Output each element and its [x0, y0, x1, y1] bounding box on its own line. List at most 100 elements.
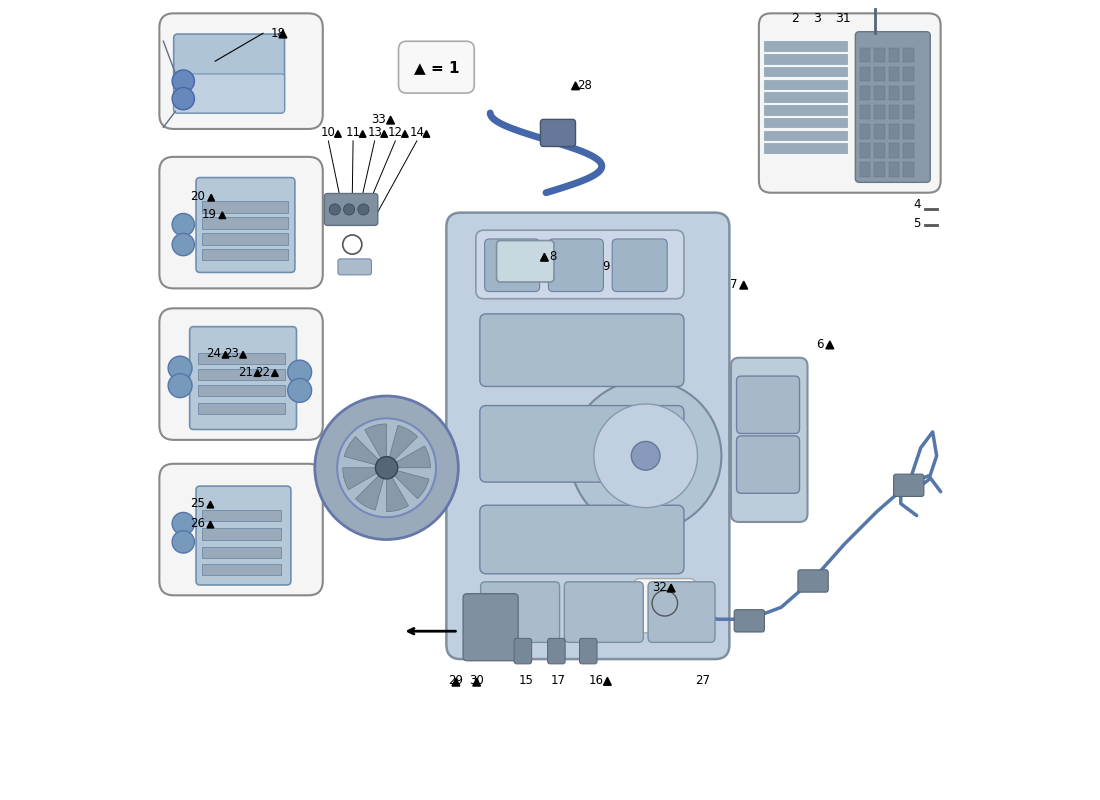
Circle shape [172, 87, 195, 110]
FancyBboxPatch shape [634, 578, 696, 633]
Text: 24: 24 [206, 347, 221, 360]
FancyBboxPatch shape [476, 230, 684, 298]
FancyBboxPatch shape [398, 42, 474, 93]
FancyBboxPatch shape [480, 506, 684, 574]
Circle shape [288, 360, 311, 384]
Text: 17: 17 [550, 674, 565, 687]
Text: 6: 6 [816, 338, 823, 350]
Wedge shape [344, 437, 386, 468]
FancyBboxPatch shape [160, 308, 322, 440]
FancyBboxPatch shape [737, 376, 800, 434]
Text: 4: 4 [913, 198, 921, 211]
FancyBboxPatch shape [174, 34, 285, 113]
Polygon shape [222, 351, 229, 358]
FancyBboxPatch shape [160, 14, 322, 129]
Polygon shape [826, 341, 834, 349]
Text: 3: 3 [813, 13, 821, 26]
Polygon shape [386, 116, 395, 124]
Polygon shape [424, 130, 430, 138]
Bar [860, 162, 870, 177]
Bar [860, 124, 870, 138]
Text: 19: 19 [201, 208, 217, 221]
Wedge shape [355, 468, 386, 510]
Bar [903, 48, 913, 62]
Polygon shape [402, 130, 408, 138]
Text: europ: europ [404, 326, 584, 474]
FancyBboxPatch shape [564, 582, 644, 642]
FancyBboxPatch shape [893, 474, 924, 497]
FancyBboxPatch shape [580, 638, 597, 664]
Polygon shape [279, 30, 287, 38]
Bar [889, 48, 899, 62]
Text: 30: 30 [470, 674, 484, 687]
Polygon shape [207, 521, 213, 528]
Polygon shape [381, 130, 387, 138]
Text: 8: 8 [550, 250, 557, 263]
Bar [763, 79, 847, 89]
Bar [889, 162, 899, 177]
Bar [763, 130, 847, 140]
Bar [874, 124, 884, 138]
Bar [874, 48, 884, 62]
Text: 16: 16 [588, 674, 604, 687]
Bar [903, 162, 913, 177]
FancyBboxPatch shape [480, 314, 684, 386]
Circle shape [337, 418, 436, 517]
Text: 20: 20 [190, 190, 205, 203]
Polygon shape [334, 130, 341, 138]
Bar [903, 86, 913, 100]
Text: 26: 26 [190, 517, 205, 530]
Circle shape [172, 234, 195, 256]
Bar [198, 369, 285, 380]
Text: 25: 25 [190, 497, 205, 510]
FancyBboxPatch shape [485, 239, 540, 291]
FancyBboxPatch shape [447, 213, 729, 659]
Text: 13: 13 [367, 126, 382, 139]
Bar [201, 202, 288, 213]
Bar [860, 143, 870, 158]
Wedge shape [386, 468, 429, 498]
Text: 21: 21 [238, 366, 253, 378]
FancyBboxPatch shape [463, 594, 518, 661]
Bar [763, 118, 847, 127]
Bar [763, 54, 847, 63]
Circle shape [375, 457, 398, 479]
Bar [763, 42, 847, 51]
Bar [874, 143, 884, 158]
Circle shape [288, 378, 311, 402]
Bar [889, 105, 899, 119]
Text: 27: 27 [695, 674, 711, 687]
Wedge shape [364, 424, 386, 468]
Text: 11: 11 [345, 126, 361, 139]
Text: ▲ = 1: ▲ = 1 [414, 60, 459, 74]
Text: 7: 7 [729, 278, 737, 291]
Bar [198, 403, 285, 414]
FancyBboxPatch shape [732, 358, 807, 522]
Text: 23: 23 [223, 347, 239, 360]
FancyBboxPatch shape [160, 464, 322, 595]
FancyBboxPatch shape [480, 406, 684, 482]
Text: 29: 29 [449, 674, 463, 687]
Bar [201, 528, 282, 539]
FancyBboxPatch shape [189, 326, 297, 430]
Text: 2: 2 [792, 13, 800, 26]
FancyBboxPatch shape [514, 638, 531, 664]
Wedge shape [343, 468, 386, 490]
FancyBboxPatch shape [613, 239, 668, 291]
Bar [763, 92, 847, 102]
FancyBboxPatch shape [160, 157, 322, 288]
FancyBboxPatch shape [174, 74, 285, 113]
Polygon shape [473, 678, 481, 686]
Text: 22: 22 [255, 366, 271, 378]
FancyBboxPatch shape [548, 638, 565, 664]
Polygon shape [219, 212, 225, 218]
Bar [201, 564, 282, 575]
Bar [903, 105, 913, 119]
FancyBboxPatch shape [798, 570, 828, 592]
Bar [903, 124, 913, 138]
Polygon shape [272, 370, 278, 377]
Circle shape [172, 70, 195, 92]
Bar [874, 86, 884, 100]
Polygon shape [452, 678, 460, 686]
Text: 10: 10 [321, 126, 336, 139]
